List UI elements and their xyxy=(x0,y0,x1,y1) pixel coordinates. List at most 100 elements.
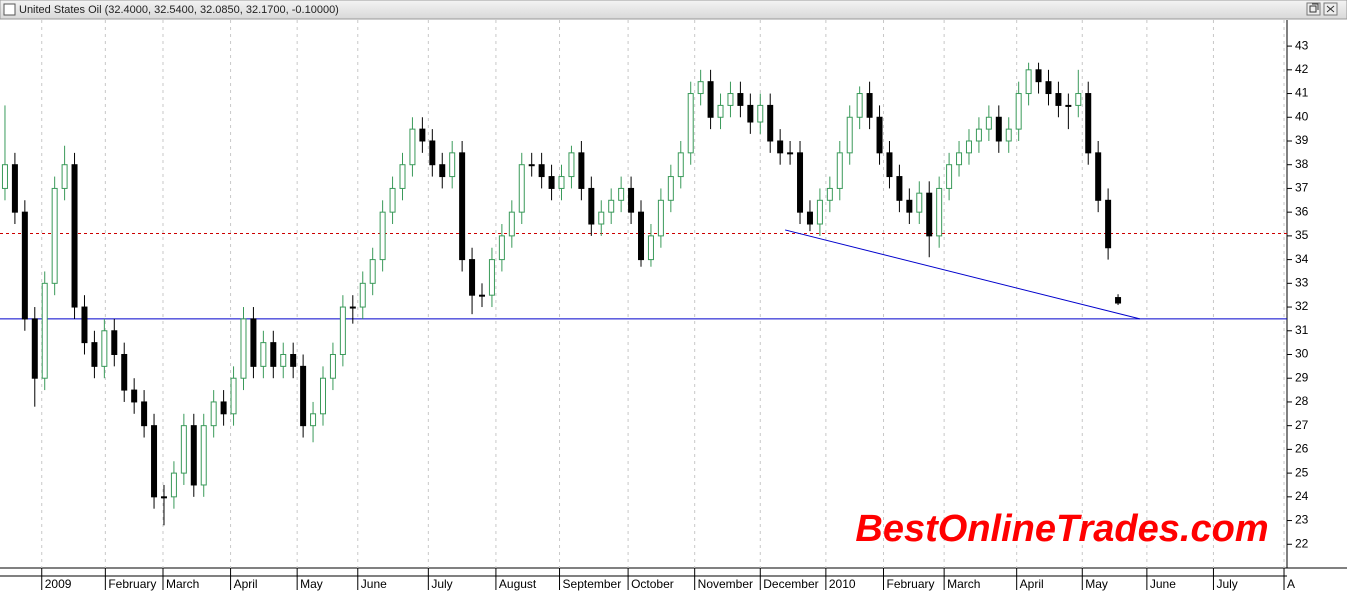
candle-body xyxy=(141,401,148,427)
candle-body xyxy=(866,93,873,118)
candle-body xyxy=(31,318,38,379)
candle-body xyxy=(946,164,953,189)
candle-body xyxy=(916,192,923,213)
candle-body xyxy=(618,187,625,201)
y-tick-label: 34 xyxy=(1295,252,1309,266)
candle-body xyxy=(707,81,714,118)
candle-body xyxy=(21,211,28,320)
y-tick-label: 42 xyxy=(1295,62,1309,76)
candle-body xyxy=(81,306,88,344)
candle-body xyxy=(806,211,813,225)
candle-body xyxy=(876,116,883,154)
y-tick-label: 31 xyxy=(1295,323,1309,337)
candle-body xyxy=(757,104,764,123)
candle-body xyxy=(985,116,992,130)
y-tick-label: 43 xyxy=(1295,38,1309,52)
candle-body xyxy=(588,187,595,225)
y-tick-label: 33 xyxy=(1295,275,1309,289)
candle-body xyxy=(41,282,48,379)
candle-body xyxy=(11,164,18,213)
y-tick-label: 26 xyxy=(1295,442,1309,456)
candle-body xyxy=(170,472,177,498)
candle-body xyxy=(270,342,277,367)
candle-body xyxy=(608,199,615,213)
candle-body xyxy=(538,164,545,178)
candle-body xyxy=(339,306,346,355)
candle-body xyxy=(210,401,217,427)
candle-body xyxy=(777,140,784,154)
candle-body xyxy=(419,128,426,142)
candle-body xyxy=(965,140,972,154)
candle-body xyxy=(498,235,505,261)
candle-body xyxy=(250,318,257,367)
candle-body xyxy=(1055,93,1062,106)
candle-body xyxy=(1005,128,1012,142)
candle-body xyxy=(727,93,734,106)
candle-body xyxy=(687,93,694,154)
candle-body xyxy=(319,377,326,415)
candle-body xyxy=(300,365,307,427)
y-tick-label: 22 xyxy=(1295,536,1309,550)
candle-body xyxy=(508,211,515,237)
candle-body xyxy=(240,318,247,379)
candle-body xyxy=(717,104,724,118)
candle-body xyxy=(280,353,287,367)
x-tick-label: April xyxy=(1020,577,1044,591)
y-tick-label: 41 xyxy=(1295,86,1309,100)
x-tick-label: February xyxy=(887,577,935,591)
window-icon[interactable] xyxy=(3,3,16,16)
candle-body xyxy=(598,211,605,225)
candle-body xyxy=(926,192,933,237)
candle-body xyxy=(61,164,68,189)
candle-body xyxy=(826,187,833,201)
x-tick-label: October xyxy=(631,577,674,591)
candle-body xyxy=(936,187,943,237)
candle-body xyxy=(737,93,744,106)
y-tick-label: 40 xyxy=(1295,109,1309,123)
candle-body xyxy=(101,330,108,367)
candle-body xyxy=(1085,93,1092,154)
candle-body xyxy=(846,116,853,154)
candle-body xyxy=(697,81,704,95)
y-tick-label: 36 xyxy=(1295,204,1309,218)
candle-body xyxy=(856,93,863,118)
close-icon xyxy=(1326,5,1335,13)
candle-body xyxy=(220,401,227,415)
candle-body xyxy=(131,389,138,403)
candle-body xyxy=(1065,104,1072,107)
candle-body xyxy=(459,152,466,261)
y-tick-label: 23 xyxy=(1295,513,1309,527)
candle-body xyxy=(667,176,674,201)
x-tick-label: May xyxy=(300,577,323,591)
candle-body xyxy=(449,152,456,178)
candle-body xyxy=(310,413,317,427)
candle-body xyxy=(151,425,158,498)
candle-body xyxy=(1015,93,1022,130)
candle-body xyxy=(369,259,376,284)
candle-body xyxy=(1115,297,1122,304)
candle-body xyxy=(638,211,645,261)
candle-body xyxy=(160,496,167,499)
x-tick-label: July xyxy=(431,577,452,591)
chart-title: United States Oil (32.4000, 32.5400, 32.… xyxy=(19,4,339,16)
candle-body xyxy=(260,342,267,367)
candle-body xyxy=(518,164,525,213)
x-tick-label: August xyxy=(499,577,537,591)
candle-body xyxy=(180,425,187,474)
candle-body xyxy=(747,104,754,123)
candle-body xyxy=(906,199,913,213)
x-tick-label: May xyxy=(1085,577,1108,591)
x-tick-label: April xyxy=(234,577,258,591)
candle-body xyxy=(359,282,366,308)
candle-body xyxy=(995,116,1002,142)
candle-body xyxy=(1075,93,1082,106)
x-tick-label: February xyxy=(108,577,156,591)
candle-body xyxy=(1,164,8,189)
watermark: BestOnlineTrades.com xyxy=(855,508,1268,550)
y-tick-label: 32 xyxy=(1295,299,1309,313)
candle-body xyxy=(816,199,823,225)
candle-body xyxy=(409,128,416,166)
x-tick-label: July xyxy=(1216,577,1237,591)
y-tick-label: 38 xyxy=(1295,157,1309,171)
